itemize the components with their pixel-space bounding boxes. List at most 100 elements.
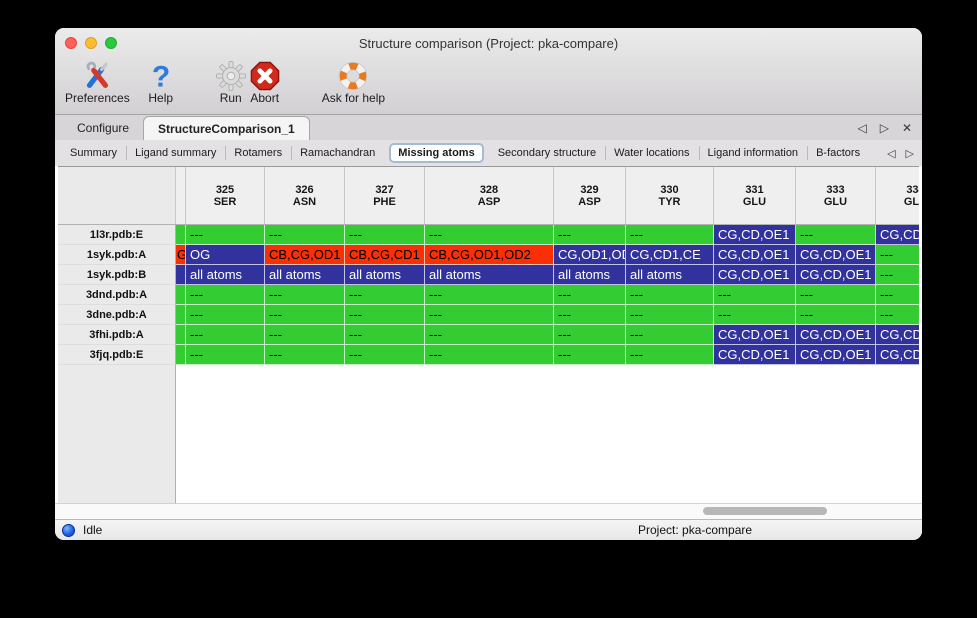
cell[interactable]: all atoms bbox=[345, 265, 425, 285]
cell-clipped[interactable] bbox=[176, 265, 186, 285]
cell[interactable]: --- bbox=[626, 285, 714, 305]
cell[interactable]: CG,OD1,OD bbox=[554, 245, 626, 265]
cell[interactable]: --- bbox=[626, 325, 714, 345]
cell[interactable]: --- bbox=[265, 325, 345, 345]
cell[interactable]: CG,CD,OE1 bbox=[796, 325, 876, 345]
tab-structurecomparison-1[interactable]: StructureComparison_1 bbox=[143, 116, 310, 140]
column-number: 330 bbox=[660, 183, 679, 196]
cell[interactable]: CG,CD,OE1 bbox=[714, 265, 796, 285]
cell[interactable]: CG,CD bbox=[876, 325, 919, 345]
cell[interactable]: CG,CD bbox=[876, 345, 919, 365]
cell[interactable]: --- bbox=[186, 285, 265, 305]
cell[interactable]: CG,CD,OE1 bbox=[796, 345, 876, 365]
cell[interactable]: --- bbox=[345, 345, 425, 365]
tab-configure[interactable]: Configure bbox=[77, 121, 130, 135]
cell-clipped[interactable] bbox=[176, 225, 186, 245]
cell[interactable]: CG,CD,OE1 bbox=[714, 225, 796, 245]
subtab-water-locations[interactable]: Water locations bbox=[605, 140, 698, 166]
horizontal-scrollbar[interactable] bbox=[55, 503, 922, 519]
cell[interactable]: --- bbox=[186, 225, 265, 245]
subtab-ramachandran[interactable]: Ramachandran bbox=[291, 140, 384, 166]
cell-clipped[interactable]: G bbox=[176, 245, 186, 265]
cell[interactable]: --- bbox=[345, 305, 425, 325]
cell[interactable]: --- bbox=[265, 285, 345, 305]
cell[interactable]: --- bbox=[265, 305, 345, 325]
cell[interactable]: --- bbox=[626, 345, 714, 365]
cell[interactable]: --- bbox=[796, 305, 876, 325]
cell[interactable]: --- bbox=[876, 265, 919, 285]
cell[interactable]: --- bbox=[345, 285, 425, 305]
cell[interactable]: --- bbox=[265, 345, 345, 365]
toolbar-item-abort[interactable]: Abort bbox=[250, 60, 280, 105]
cell[interactable]: --- bbox=[345, 325, 425, 345]
toolbar-item-ask-for-help[interactable]: Ask for help bbox=[322, 60, 385, 105]
subtab-missing-atoms[interactable]: Missing atoms bbox=[389, 143, 484, 163]
subtab-scroll-right-icon[interactable]: ▷ bbox=[905, 147, 914, 160]
cell[interactable]: --- bbox=[265, 225, 345, 245]
cell[interactable]: --- bbox=[626, 225, 714, 245]
cell[interactable]: --- bbox=[425, 305, 554, 325]
toolbar-item-preferences[interactable]: Preferences bbox=[65, 60, 130, 105]
cell-clipped[interactable] bbox=[176, 345, 186, 365]
cell[interactable]: all atoms bbox=[626, 265, 714, 285]
tab-scroll-right-icon[interactable]: ▷ bbox=[879, 120, 889, 135]
cell[interactable]: --- bbox=[554, 345, 626, 365]
cell[interactable]: --- bbox=[425, 225, 554, 245]
cell[interactable]: CB,CG,OD1 bbox=[265, 245, 345, 265]
close-window-button[interactable] bbox=[65, 37, 77, 49]
subtab-b-factors[interactable]: B-factors bbox=[807, 140, 869, 166]
cell-clipped[interactable] bbox=[176, 285, 186, 305]
cell[interactable]: CG,CD bbox=[876, 225, 919, 245]
cell[interactable]: CG,CD,OE1 bbox=[714, 325, 796, 345]
cell[interactable]: all atoms bbox=[265, 265, 345, 285]
toolbar-item-run[interactable]: Run bbox=[215, 60, 246, 105]
cell[interactable]: --- bbox=[876, 245, 919, 265]
cell[interactable]: --- bbox=[714, 305, 796, 325]
cell[interactable]: OG bbox=[186, 245, 265, 265]
cell[interactable]: --- bbox=[554, 285, 626, 305]
zoom-window-button[interactable] bbox=[105, 37, 117, 49]
column-header-328: 328 ASP bbox=[425, 167, 554, 224]
cell[interactable]: --- bbox=[554, 305, 626, 325]
cell[interactable]: --- bbox=[876, 285, 919, 305]
cell[interactable]: --- bbox=[796, 225, 876, 245]
cell-clipped[interactable] bbox=[176, 305, 186, 325]
cell[interactable]: --- bbox=[714, 285, 796, 305]
cell[interactable]: all atoms bbox=[186, 265, 265, 285]
tab-close-icon[interactable]: ✕ bbox=[901, 120, 912, 135]
cell-clipped[interactable] bbox=[176, 325, 186, 345]
cell[interactable]: all atoms bbox=[425, 265, 554, 285]
cell[interactable]: --- bbox=[186, 345, 265, 365]
minimize-window-button[interactable] bbox=[85, 37, 97, 49]
cell[interactable]: CG,CD,OE1 bbox=[796, 245, 876, 265]
cell[interactable]: --- bbox=[554, 325, 626, 345]
cell[interactable]: CB,CG,CD1 bbox=[345, 245, 425, 265]
column-number: 328 bbox=[479, 183, 499, 196]
cell[interactable]: CG,CD,OE1 bbox=[796, 265, 876, 285]
horizontal-scrollbar-thumb[interactable] bbox=[703, 507, 827, 515]
cell[interactable]: --- bbox=[425, 325, 554, 345]
cell[interactable]: --- bbox=[796, 285, 876, 305]
cell[interactable]: --- bbox=[425, 285, 554, 305]
cell[interactable]: CG,CD,OE1 bbox=[714, 345, 796, 365]
subtab-summary[interactable]: Summary bbox=[70, 147, 118, 159]
cell[interactable]: CG,CD1,CE bbox=[626, 245, 714, 265]
cell[interactable]: --- bbox=[345, 225, 425, 245]
subtab-rotamers[interactable]: Rotamers bbox=[225, 140, 291, 166]
cell[interactable]: --- bbox=[626, 305, 714, 325]
toolbar-item-help[interactable]: ? Help bbox=[146, 60, 176, 106]
tab-scroll-left-icon[interactable]: ◁ bbox=[857, 120, 867, 135]
cell[interactable]: CG,CD,OE1 bbox=[714, 245, 796, 265]
cell[interactable]: --- bbox=[186, 325, 265, 345]
subtab-ligand-summary[interactable]: Ligand summary bbox=[126, 140, 225, 166]
cell[interactable]: --- bbox=[876, 305, 919, 325]
cell[interactable]: all atoms bbox=[554, 265, 626, 285]
cell[interactable]: --- bbox=[425, 345, 554, 365]
cell[interactable]: --- bbox=[554, 225, 626, 245]
cell[interactable]: --- bbox=[186, 305, 265, 325]
subtab-scroll-left-icon[interactable]: ◁ bbox=[887, 147, 896, 160]
subtab-secondary-structure[interactable]: Secondary structure bbox=[497, 147, 597, 159]
subtab-ligand-information[interactable]: Ligand information bbox=[698, 140, 808, 166]
cell[interactable]: CB,CG,OD1,OD2 bbox=[425, 245, 554, 265]
traffic-lights bbox=[65, 37, 117, 49]
